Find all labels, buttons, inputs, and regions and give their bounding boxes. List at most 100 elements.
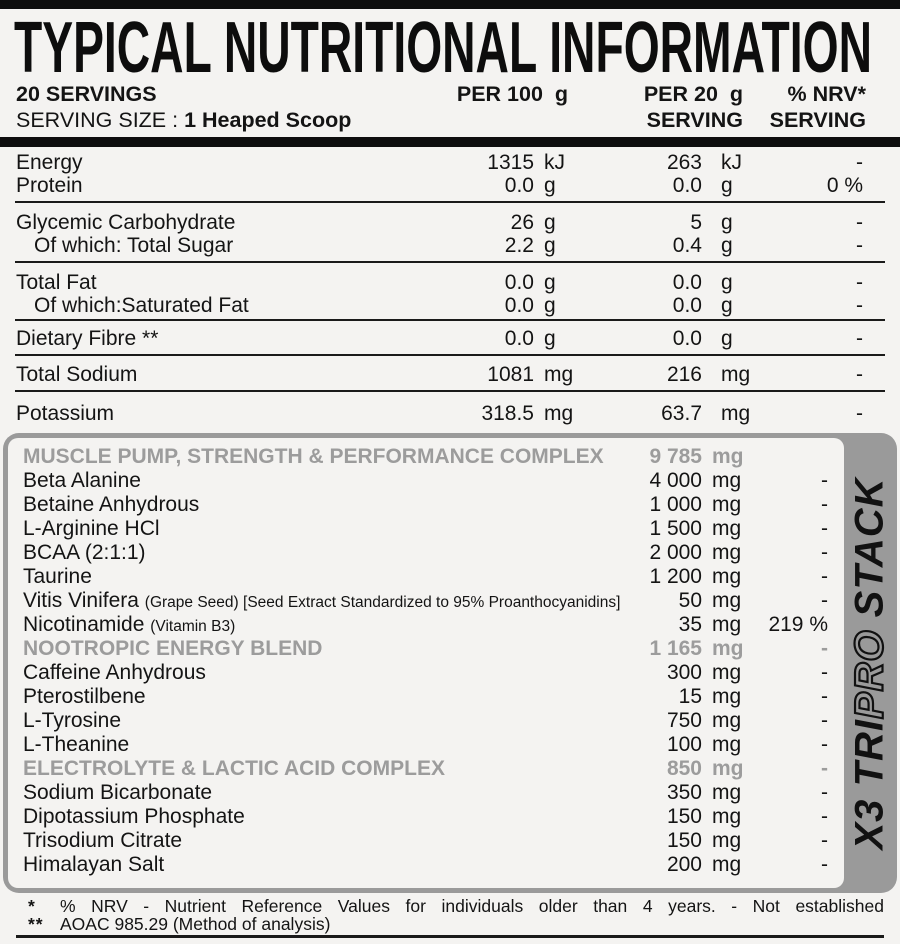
brand-part-x3tri: X3 TRI [847,718,892,849]
per-serving-unit: g [721,211,733,234]
per-serving-unit: g [721,327,733,350]
per100-value: 0.0 [504,294,534,317]
ingredient-name: Betaine Anhydrous [23,493,200,516]
per100-unit: mg [544,402,574,425]
per-serving-value: 216 [666,363,702,386]
nutrient-name: Of which:Saturated Fat [34,294,249,317]
ingredient-row: Sodium Bicarbonate 350 mg - [8,781,844,805]
amount-value: 1 165 [649,637,702,660]
per-serving-value: 0.0 [672,294,702,317]
per-serving-value: 0.4 [672,234,702,257]
per100-unit: g [544,271,556,294]
per-serving-value: 0.0 [672,327,702,350]
ingredient-row: Himalayan Salt 200 mg - [8,853,844,877]
per-serving-value: 263 [666,151,702,174]
bottom-rule [16,935,884,938]
nrv-value: - [856,327,863,350]
nutrient-name: Protein [16,174,83,197]
per100-value: 0.0 [504,271,534,294]
section-name: ELECTROLYTE & LACTIC ACID COMPLEX [23,757,445,780]
ingredient-row: Caffeine Anhydrous 300 mg - [8,661,844,685]
per100-unit: g [544,174,556,197]
serving-size-label: SERVING SIZE : [16,108,185,132]
amount-value: 35 [678,613,702,636]
brand-logo-text: X3 TRIPRO STACK [846,477,892,849]
ingredient-row: L-Theanine 100 mg - [8,733,844,757]
footnote-nrv-text: % NRV - Nutrient Reference Values for in… [60,896,884,916]
performance-complex-box: X3 TRIPRO STACK MUSCLE PUMP, STRENGTH & P… [3,433,897,893]
amount-unit: mg [712,781,742,804]
complex-ingredient-list: MUSCLE PUMP, STRENGTH & PERFORMANCE COMP… [8,438,844,888]
per100-value: 318.5 [481,402,534,425]
amount-unit: mg [712,517,742,540]
nutrient-name: Potassium [16,402,115,425]
nutrient-name: Of which: Total Sugar [34,234,234,257]
table-row-total-sugar: Of which: Total Sugar 2.2 g 0.4 g - [15,234,885,257]
ingredient-name: L-Theanine [23,733,130,756]
amount-unit: mg [712,565,742,588]
servings-count: 20 SERVINGS [16,82,157,106]
serving-size-value: 1 Heaped Scoop [184,108,352,132]
per100-value: 0.0 [504,327,534,350]
nrv-value: - [821,661,828,684]
amount-unit: mg [712,541,742,564]
per-serving-unit: g [721,271,733,294]
ingredient-name: Sodium Bicarbonate [23,781,213,804]
per100-unit: kJ [544,151,565,174]
nutrient-name: Total Sodium [16,363,138,386]
amount-unit: mg [712,805,742,828]
col-head-per100g: PER 100 g [456,82,568,106]
group-fat: Total Fat 0.0 g 0.0 g - Of which:Saturat… [15,263,885,321]
ingredient-row: L-Arginine HCl 1 500 mg - [8,517,844,541]
brand-band: X3 TRIPRO STACK [843,433,897,893]
table-row-potassium: Potassium 318.5 mg 63.7 mg - [15,402,885,425]
table-row-energy: Energy 1315 kJ 263 kJ - [15,151,885,174]
per100-value: 1081 [487,363,534,386]
amount-unit: mg [712,853,742,876]
per100-unit: g [544,327,556,350]
amount-value: 4 000 [649,469,702,492]
ingredient-name: Himalayan Salt [23,853,165,876]
amount-value: 9 785 [649,445,702,468]
ingredient-row: L-Tyrosine 750 mg - [8,709,844,733]
col-head-serving-nrv: SERVING [769,108,866,132]
amount-unit: mg [712,637,744,660]
footnote-mark-single: * [28,896,36,916]
group-fibre: Dietary Fibre ** 0.0 g 0.0 g - [15,321,885,356]
nutrient-name: Dietary Fibre ** [16,327,159,350]
nrv-value: - [821,493,828,516]
amount-unit: mg [712,469,742,492]
ingredient-main-name: Nicotinamide [23,613,151,636]
amount-value: 1 000 [649,493,702,516]
per-serving-value: 5 [690,211,702,234]
title-svg: TYPICAL NUTRITIONAL INFORMATION [14,8,872,88]
ingredient-name: Taurine [23,565,92,588]
amount-unit: mg [712,757,744,780]
amount-value: 2 000 [649,541,702,564]
ingredient-name: Pterostilbene [23,685,146,708]
footnote-aoac: ** AOAC 985.29 (Method of analysis) [16,915,884,933]
per-serving-unit: g [721,234,733,257]
amount-value: 15 [678,685,702,708]
ingredient-row: Nicotinamide (Vitamin B3) 35 mg 219 % [8,613,844,637]
ingredient-row: Beta Alanine 4 000 mg - [8,469,844,493]
per100-value: 26 [510,211,534,234]
complex-section-header: ELECTROLYTE & LACTIC ACID COMPLEX 850 mg… [8,757,844,781]
per100-unit: g [544,211,556,234]
amount-value: 1 500 [649,517,702,540]
nrv-value: - [821,685,828,708]
brand-part-pro: PRO [846,628,892,720]
footnote-aoac-text: AOAC 985.29 (Method of analysis) [60,914,331,934]
nutrient-name: Glycemic Carbohydrate [16,211,236,234]
nrv-value: - [856,294,863,317]
amount-value: 50 [678,589,702,612]
nrv-value: - [856,151,863,174]
amount-value: 350 [666,781,702,804]
group-carbohydrate: Glycemic Carbohydrate 26 g 5 g - Of whic… [15,203,885,263]
per100-unit: g [544,234,556,257]
footnotes: * % NRV - Nutrient Reference Values for i… [16,897,884,933]
per100-unit: mg [544,363,574,386]
section-name: MUSCLE PUMP, STRENGTH & PERFORMANCE COMP… [23,445,604,468]
nrv-value: - [821,565,828,588]
ingredient-row: Trisodium Citrate 150 mg - [8,829,844,853]
